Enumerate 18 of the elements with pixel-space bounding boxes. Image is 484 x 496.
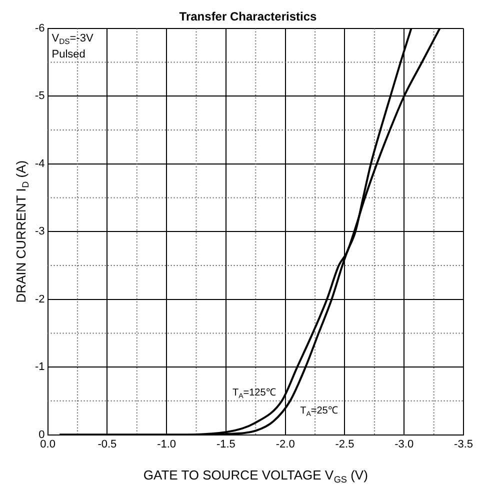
x-tick-label: -0.5 (98, 438, 117, 450)
x-tick-label: -2.0 (276, 438, 295, 450)
chart-title: Transfer Characteristics (179, 10, 318, 24)
x-tick-label: -3.5 (454, 438, 474, 450)
y-tick-label: -5 (35, 90, 45, 102)
y-tick-label: 0 (38, 428, 45, 441)
x-tick-label: -1.5 (216, 438, 236, 450)
x-tick-label: -1.0 (157, 438, 176, 450)
annotation: Pulsed (52, 48, 86, 60)
x-tick-label: 0.0 (40, 438, 56, 450)
y-tick-label: -2 (35, 293, 45, 306)
y-axis-title: DRAIN CURRENT ID (A) (14, 160, 30, 303)
y-tick-label: -3 (35, 226, 45, 238)
x-tick-label: -3.0 (394, 438, 414, 450)
y-tick-label: -1 (35, 361, 45, 374)
x-tick-label: -2.5 (335, 438, 354, 450)
y-tick-label: -4 (35, 158, 45, 170)
y-tick-label: -6 (35, 22, 45, 34)
